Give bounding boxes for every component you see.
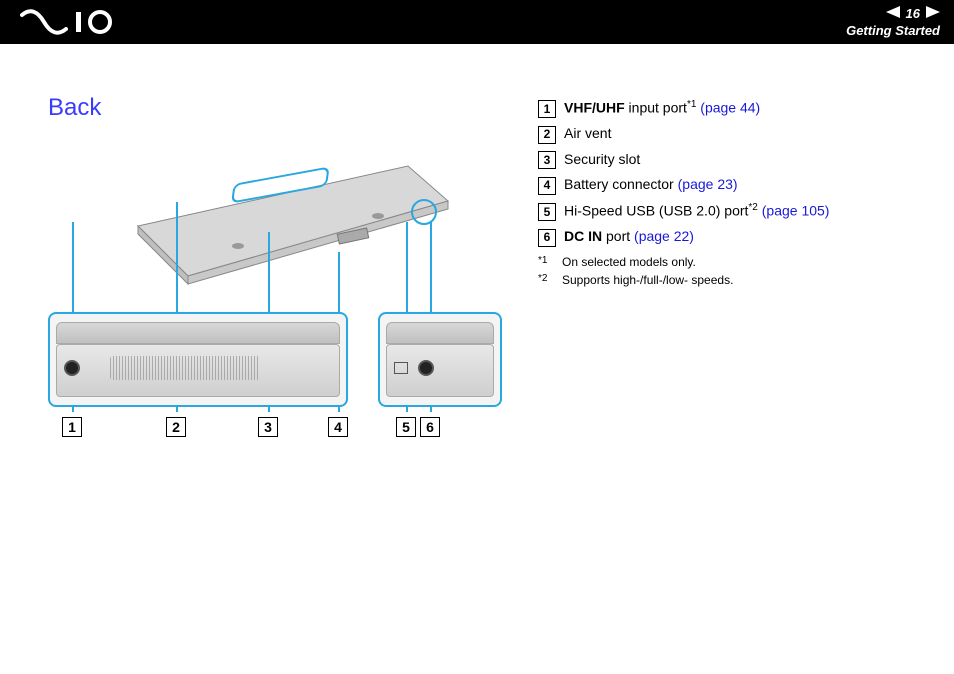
detail-box-right (378, 312, 502, 407)
vaio-logo-svg (20, 9, 130, 35)
header-bar: 16 Getting Started (0, 0, 954, 44)
legend-text: VHF/UHF input port*1 (page 44) (564, 98, 760, 118)
footnote-text: Supports high-/full-/low- speeds. (562, 273, 733, 287)
left-column: Back (48, 94, 508, 442)
legend-text: DC IN port (page 22) (564, 227, 694, 247)
legend-text: Hi-Speed USB (USB 2.0) port*2 (page 105) (564, 201, 829, 221)
legend-num: 4 (538, 177, 556, 195)
page-nav: 16 Getting Started (846, 6, 940, 38)
legend-item: 1 VHF/UHF input port*1 (page 44) (538, 98, 914, 118)
diagram-label-3: 3 (258, 417, 278, 437)
legend-text: Battery connector (page 23) (564, 175, 738, 195)
legend-item: 5 Hi-Speed USB (USB 2.0) port*2 (page 10… (538, 201, 914, 221)
content: Back (0, 44, 954, 442)
legend-list: 1 VHF/UHF input port*1 (page 44) 2 Air v… (538, 98, 914, 247)
legend-num: 3 (538, 151, 556, 169)
vaio-logo (20, 9, 130, 35)
legend-text: Security slot (564, 150, 640, 170)
diagram-label-1: 1 (62, 417, 82, 437)
legend-text: Air vent (564, 124, 611, 144)
diagram-label-6: 6 (420, 417, 440, 437)
legend-item: 4 Battery connector (page 23) (538, 175, 914, 195)
footnote-mark: *2 (538, 273, 552, 287)
diagram-label-5: 5 (396, 417, 416, 437)
footnote: *1 On selected models only. (538, 255, 914, 269)
header-section: Getting Started (846, 23, 940, 38)
diagram-label-4: 4 (328, 417, 348, 437)
page-link[interactable]: (page 22) (634, 228, 694, 244)
diagram-label-2: 2 (166, 417, 186, 437)
footnote-text: On selected models only. (562, 255, 696, 269)
page-link[interactable]: (page 105) (762, 203, 830, 219)
diagram-number-row: 1 2 3 4 5 6 (48, 417, 440, 437)
legend-item: 6 DC IN port (page 22) (538, 227, 914, 247)
page-link[interactable]: (page 23) (678, 176, 738, 192)
legend-item: 3 Security slot (538, 150, 914, 170)
legend-num: 6 (538, 229, 556, 247)
footnotes: *1 On selected models only. *2 Supports … (538, 255, 914, 287)
page-number: 16 (906, 6, 920, 21)
section-title: Back (48, 94, 508, 122)
laptop-back-illustration (128, 146, 458, 286)
page-nav-top: 16 (886, 6, 940, 21)
footnote-mark: *1 (538, 255, 552, 269)
page-link[interactable]: (page 44) (700, 100, 760, 116)
legend-num: 1 (538, 100, 556, 118)
nav-prev-icon[interactable] (886, 6, 900, 21)
nav-next-icon[interactable] (926, 6, 940, 21)
diagram: 1 2 3 4 5 6 (48, 142, 508, 442)
legend-column: 1 VHF/UHF input port*1 (page 44) 2 Air v… (538, 94, 914, 442)
legend-item: 2 Air vent (538, 124, 914, 144)
legend-num: 2 (538, 126, 556, 144)
footnote: *2 Supports high-/full-/low- speeds. (538, 273, 914, 287)
detail-box-left (48, 312, 348, 407)
legend-num: 5 (538, 203, 556, 221)
